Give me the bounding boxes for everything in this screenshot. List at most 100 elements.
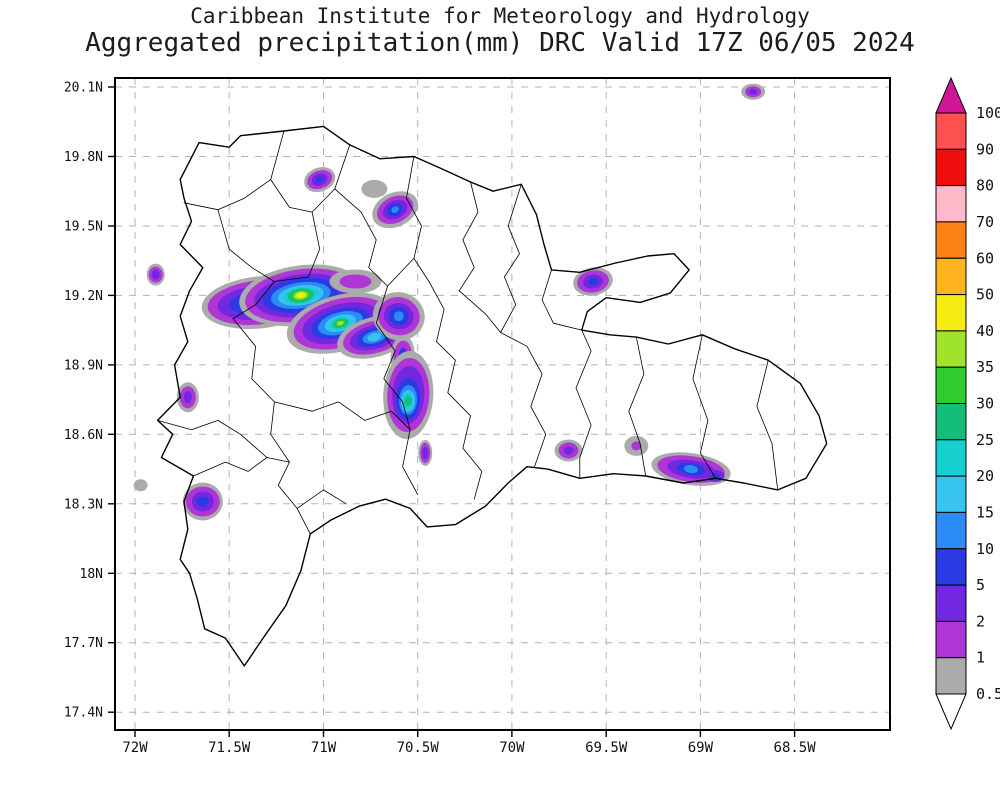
- x-axis-label: 69.5W: [585, 740, 628, 756]
- precip-contour: [315, 176, 324, 183]
- precip-cell: [624, 435, 649, 456]
- province-border: [756, 359, 779, 491]
- precip-contour: [296, 292, 306, 299]
- y-axis-label: 19.5N: [64, 220, 103, 235]
- precip-contour: [183, 391, 192, 404]
- y-axis-label: 20.1N: [64, 81, 103, 96]
- x-axis-label: 70.5W: [397, 740, 440, 756]
- precip-cell: [741, 83, 766, 100]
- province-border: [500, 183, 522, 333]
- colorbar-label: 0.5: [976, 685, 1000, 703]
- colorbar-segment: [935, 148, 967, 187]
- colorbar-label: 1: [976, 649, 985, 667]
- precip-contour: [631, 441, 642, 451]
- colorbar-label: 5: [976, 576, 985, 594]
- colorbar-label: 2: [976, 612, 985, 630]
- y-axis-label: 18N: [80, 567, 103, 582]
- y-axis-label: 19.8N: [64, 150, 103, 165]
- colorbar-label: 25: [976, 431, 994, 449]
- colorbar: 100 90 80 70 60 50 40 35 30 25 20 15 10 5 2 1 0.5: [935, 76, 1000, 731]
- colorbar-segment: [935, 330, 967, 368]
- precip-cell: [361, 179, 388, 198]
- precip-contour: [749, 88, 758, 95]
- colorbar-label: 80: [976, 177, 994, 195]
- colorbar-label: 70: [976, 213, 994, 231]
- precip-cell: [383, 351, 434, 439]
- plot-frame: [114, 77, 891, 731]
- colorbar-label: 100: [976, 104, 1000, 122]
- colorbar-segment: [935, 185, 967, 223]
- y-axis-label: 17.4N: [64, 706, 103, 721]
- colorbar-segment: [935, 403, 967, 441]
- colorbar-label: 20: [976, 467, 994, 485]
- province-border: [692, 334, 716, 479]
- colorbar-label: 15: [976, 503, 994, 521]
- province-border: [447, 392, 483, 500]
- precip-cell: [372, 191, 419, 229]
- colorbar-segment: [935, 620, 967, 659]
- colorbar-segment: [935, 584, 967, 622]
- colorbar-label: 60: [976, 249, 994, 267]
- precip-cell: [706, 470, 725, 482]
- colorbar-segment: [935, 439, 967, 477]
- province-border: [273, 401, 411, 431]
- colorbar-label: 30: [976, 395, 994, 413]
- colorbar-label: 90: [976, 140, 994, 158]
- province-border: [575, 329, 592, 479]
- colorbar-label: 35: [976, 358, 994, 376]
- colorbar-over-arrow: [935, 76, 967, 114]
- province-border: [458, 290, 547, 468]
- precip-contour: [151, 269, 160, 280]
- colorbar-under-arrow: [935, 693, 967, 731]
- precip-contour: [588, 277, 598, 286]
- colorbar-segment: [935, 294, 967, 332]
- precip-contour: [361, 179, 388, 198]
- y-axis-label: 17.7N: [64, 636, 103, 651]
- x-axis-label: 69W: [688, 740, 714, 756]
- colorbar-label: 50: [976, 286, 994, 304]
- precip-cell: [418, 439, 433, 466]
- institute-title: Caribbean Institute for Meteorology and …: [190, 4, 810, 28]
- province-border: [458, 181, 479, 292]
- colorbar-segment: [935, 366, 967, 405]
- precip-contour: [563, 446, 574, 455]
- province-border: [192, 457, 290, 477]
- province-border: [541, 269, 583, 331]
- x-axis-label: 72W: [122, 740, 148, 756]
- province-border: [405, 156, 430, 282]
- precip-contour: [196, 496, 209, 507]
- province-border: [628, 336, 647, 477]
- precip-contour: [422, 446, 429, 459]
- colorbar-label: 40: [976, 322, 994, 340]
- colorbar-segment: [935, 548, 967, 586]
- precip-cell: [182, 482, 223, 521]
- province-border: [157, 419, 268, 458]
- province-border: [334, 188, 415, 287]
- x-axis-label: 68.5W: [774, 740, 817, 756]
- precip-cell: [304, 167, 336, 193]
- province-border: [232, 318, 298, 509]
- y-axis-label: 18.3N: [64, 497, 103, 512]
- province-border: [428, 281, 456, 394]
- precip-contour: [367, 332, 382, 342]
- province-border: [183, 130, 285, 211]
- country-outline: [156, 125, 828, 667]
- precip-contour: [339, 274, 372, 289]
- y-axis-label: 18.9N: [64, 358, 103, 373]
- colorbar-segment: [935, 511, 967, 550]
- precip-contour: [133, 479, 148, 492]
- precip-cell: [176, 382, 199, 413]
- colorbar-segment: [935, 657, 967, 695]
- precip-contour: [393, 311, 404, 322]
- y-axis-label: 18.6N: [64, 428, 103, 443]
- province-border: [232, 211, 321, 320]
- x-axis-label: 70W: [499, 740, 525, 756]
- province-border: [217, 209, 275, 282]
- precip-contour: [336, 321, 344, 326]
- precip-cell: [133, 479, 148, 492]
- precip-cell: [146, 263, 165, 286]
- precip-cell: [651, 452, 731, 486]
- x-axis-label: 71.5W: [208, 740, 251, 756]
- colorbar-segment: [935, 257, 967, 296]
